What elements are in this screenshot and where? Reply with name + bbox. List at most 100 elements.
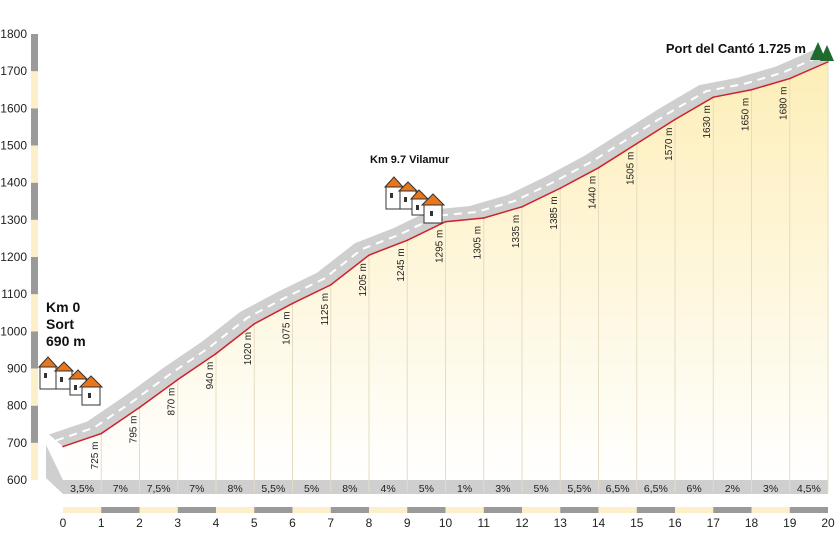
elevation-point [406,239,409,242]
altitude-label: 1505 m [626,152,637,185]
x-axis-segment [598,507,637,513]
gradient-label: 5% [534,483,549,495]
elevation-point [329,284,332,286]
altitude-label: 1630 m [702,105,713,138]
elevation-point [827,61,829,63]
x-tick-label: 14 [592,516,606,530]
gradient-label: 4% [381,483,396,495]
gradient-label: 5,5% [567,483,591,495]
x-axis-segment [139,507,178,513]
gradient-label: 3,5% [70,483,94,495]
y-tick-label: 1500 [0,139,27,153]
summit-tree-icon [810,42,834,61]
gradient-label: 7,5% [147,483,171,495]
x-tick-label: 0 [60,516,67,530]
base-floor [46,445,828,494]
km-gridlines [100,61,829,492]
y-tick-label: 700 [7,436,27,450]
x-axis: 0 1 2 3 4 5 6 7 8 9 10 11 12 13 14 15 16 17 18 19 20 [60,507,835,530]
y-axis-segment [31,294,38,332]
x-axis-segment [101,507,140,513]
x-tick-label: 19 [783,516,797,530]
altitude-label: 1440 m [588,176,599,209]
y-axis-segment [31,257,38,295]
gradient-label: 5% [419,483,434,495]
gradient-label: 7% [189,483,204,495]
y-tick-label: 1800 [0,27,27,41]
altitude-label: 725 m [90,442,101,470]
x-axis-segment [445,507,484,513]
gradient-label: 2% [725,483,740,495]
elevation-point [750,88,753,91]
y-tick-label: 900 [7,362,27,376]
y-tick-label: 1000 [0,324,27,338]
x-axis-segment [636,507,675,513]
y-tick-label: 1300 [0,213,27,227]
x-tick-label: 12 [515,516,529,530]
gradient-labels: 3,5% 7% 7,5% 7% 8% 5,5% 5% 8% 4% 5% 1% 3% 5% 5,5% 6,5%… [70,483,821,495]
gradient-label: 6,5% [644,483,668,495]
x-tick-label: 1 [98,516,105,530]
y-axis: 600 700 800 900 1000 1100 1200 1300 1400 1500 1600… [0,27,38,487]
altitude-label: 1020 m [243,332,254,365]
altitude-label: 1205 m [358,263,369,296]
x-axis-segment [292,507,331,513]
start-place-label: Sort [46,316,74,332]
x-tick-label: 2 [136,516,143,530]
altitude-label: 1075 m [282,311,293,344]
x-axis-segment [560,507,599,513]
gradient-label: 5,5% [261,483,285,495]
gradient-label: 8% [342,483,357,495]
altitude-label: 1125 m [320,293,331,326]
gradient-label: 4,5% [797,483,821,495]
elevation-point [100,432,103,435]
elevation-point [62,445,64,448]
y-tick-label: 1400 [0,176,27,190]
altitude-label: 1295 m [435,230,446,263]
x-tick-label: 9 [404,516,411,530]
altitude-label: 1305 m [473,226,484,259]
y-axis-segment [31,182,38,220]
elevation-point [712,96,715,98]
x-axis-segment [522,507,561,513]
x-axis-segment [369,507,408,513]
x-tick-label: 8 [366,516,373,530]
x-tick-label: 20 [821,516,835,530]
elevation-point [597,167,600,169]
x-tick-label: 11 [478,516,491,530]
y-axis-segment [31,331,38,369]
altitude-label: 1335 m [511,215,522,248]
altitude-label: 1570 m [664,127,675,160]
y-axis-segment [31,71,38,109]
x-axis-segment [407,507,446,513]
y-axis-segment [31,145,38,183]
x-tick-label: 7 [327,516,334,530]
elevation-point [521,206,523,208]
start-village-icon [37,356,104,406]
x-tick-label: 6 [289,516,296,530]
gradient-label: 6,5% [606,483,630,495]
elevation-point [635,142,638,145]
x-tick-label: 10 [439,516,453,530]
elevation-point [138,406,141,409]
y-tick-label: 800 [7,399,27,413]
y-axis-segment [31,34,38,72]
x-tick-label: 18 [745,516,759,530]
elevation-point [368,254,370,256]
altitude-label: 940 m [205,362,216,390]
x-tick-label: 5 [251,516,258,530]
elevation-point [215,352,217,355]
x-axis-segment [63,507,102,513]
y-tick-label: 1600 [0,101,27,115]
x-axis-segment [789,507,828,513]
x-axis-segment [713,507,752,513]
x-axis-segment [483,507,522,513]
gradient-label: 8% [228,483,243,495]
altitude-label: 1385 m [549,196,560,229]
elevation-point [788,77,791,80]
y-axis-segment [31,405,38,443]
y-tick-label: 1100 [1,287,27,301]
gradient-label: 1% [457,483,472,495]
elevation-line [62,61,829,448]
y-axis-segment [31,442,38,480]
